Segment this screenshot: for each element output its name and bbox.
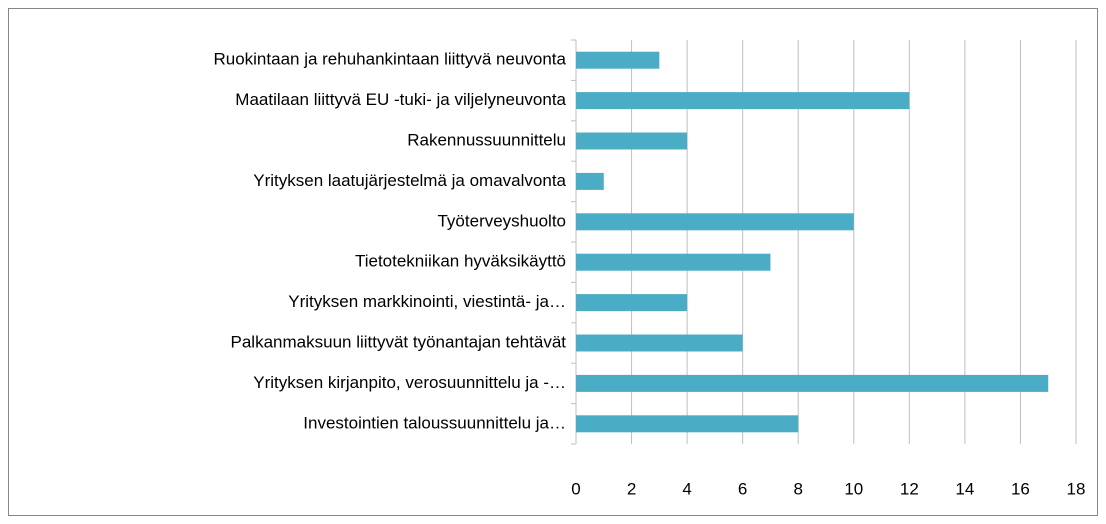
y-tick-label: Rakennussuunnittelu <box>407 130 566 149</box>
bar <box>576 334 743 352</box>
y-tick-label: Yrityksen markkinointi, viestintä- ja… <box>288 292 566 311</box>
x-tick-label: 0 <box>571 479 580 498</box>
x-tick-label: 12 <box>900 479 919 498</box>
x-tick-label: 2 <box>627 479 636 498</box>
bar <box>576 92 910 110</box>
y-tick-label: Työterveyshuolto <box>437 211 566 230</box>
chart-border <box>8 8 1098 516</box>
y-tick-label: Palkanmaksuun liittyvät työnantajan teht… <box>231 332 567 351</box>
bar <box>576 132 688 150</box>
bar <box>576 374 1049 392</box>
x-tick-label: 14 <box>955 479 974 498</box>
y-tick-label: Ruokintaan ja rehuhankintaan liittyvä ne… <box>213 50 566 69</box>
bar <box>576 253 771 271</box>
bar <box>576 213 854 231</box>
x-tick-label: 8 <box>793 479 802 498</box>
x-tick-label: 10 <box>844 479 863 498</box>
y-tick-label: Tietotekniikan hyväksikäyttö <box>355 252 566 271</box>
y-tick-label: Yrityksen kirjanpito, verosuunnittelu ja… <box>253 373 566 392</box>
bar <box>576 51 660 69</box>
bar <box>576 294 688 312</box>
y-tick-label: Maatilaan liittyvä EU -tuki- ja viljelyn… <box>235 90 566 109</box>
bar <box>576 415 799 433</box>
x-tick-label: 18 <box>1067 479 1086 498</box>
y-tick-label: Investointien taloussuunnittelu ja… <box>303 413 566 432</box>
x-tick-label: 16 <box>1011 479 1030 498</box>
bar <box>576 172 604 190</box>
y-tick-label: Yrityksen laatujärjestelmä ja omavalvont… <box>253 171 566 190</box>
x-tick-label: 6 <box>738 479 747 498</box>
x-tick-label: 4 <box>682 479 691 498</box>
